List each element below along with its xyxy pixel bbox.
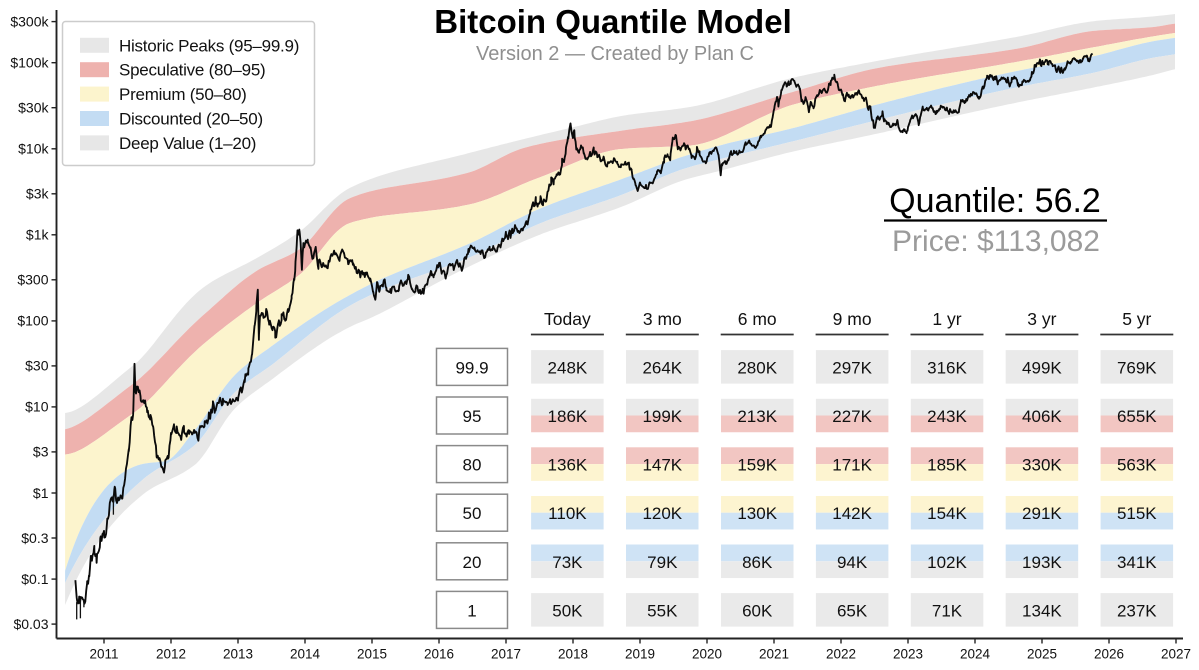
svg-text:406K: 406K <box>1022 407 1062 426</box>
svg-text:Version 2 — Created by Plan C: Version 2 — Created by Plan C <box>476 43 754 65</box>
svg-text:$100: $100 <box>17 313 48 329</box>
svg-text:330K: 330K <box>1022 456 1062 475</box>
svg-text:$300k: $300k <box>10 13 49 29</box>
svg-text:2021: 2021 <box>759 647 789 662</box>
svg-text:2018: 2018 <box>558 647 588 662</box>
svg-text:5 yr: 5 yr <box>1122 309 1151 329</box>
svg-text:2024: 2024 <box>960 647 991 662</box>
svg-text:291K: 291K <box>1022 504 1062 523</box>
svg-text:341K: 341K <box>1117 553 1157 572</box>
svg-text:2025: 2025 <box>1027 647 1057 662</box>
svg-text:Deep Value (1–20): Deep Value (1–20) <box>119 134 256 153</box>
svg-text:2022: 2022 <box>826 647 856 662</box>
svg-text:80: 80 <box>463 456 482 475</box>
svg-text:2019: 2019 <box>625 647 655 662</box>
svg-text:99.9: 99.9 <box>455 358 488 377</box>
svg-text:243K: 243K <box>927 407 967 426</box>
svg-text:213K: 213K <box>737 407 777 426</box>
svg-text:134K: 134K <box>1022 601 1062 620</box>
svg-text:2016: 2016 <box>424 647 454 662</box>
svg-text:$100k: $100k <box>10 55 49 71</box>
svg-text:$10k: $10k <box>18 141 49 157</box>
svg-text:Bitcoin Quantile Model: Bitcoin Quantile Model <box>434 3 792 40</box>
svg-text:Discounted (20–50): Discounted (20–50) <box>119 110 263 129</box>
svg-text:20: 20 <box>463 553 482 572</box>
svg-text:2017: 2017 <box>491 647 521 662</box>
svg-text:$30: $30 <box>25 358 49 374</box>
svg-text:$10: $10 <box>25 399 49 415</box>
svg-text:1: 1 <box>467 601 476 620</box>
svg-text:Speculative (80–95): Speculative (80–95) <box>119 61 265 80</box>
svg-text:655K: 655K <box>1117 407 1157 426</box>
svg-text:2015: 2015 <box>357 647 387 662</box>
svg-text:147K: 147K <box>642 456 682 475</box>
svg-text:50K: 50K <box>552 601 583 620</box>
svg-text:2020: 2020 <box>692 647 722 662</box>
svg-text:2014: 2014 <box>290 647 321 662</box>
svg-text:$1: $1 <box>33 485 49 501</box>
svg-text:$0.1: $0.1 <box>21 571 48 587</box>
svg-text:2011: 2011 <box>89 647 118 662</box>
svg-text:159K: 159K <box>737 456 777 475</box>
svg-text:3 yr: 3 yr <box>1027 309 1056 329</box>
svg-text:316K: 316K <box>927 358 967 377</box>
svg-text:237K: 237K <box>1117 601 1157 620</box>
svg-text:Price: $113,082: Price: $113,082 <box>892 225 1100 258</box>
svg-text:2023: 2023 <box>893 647 923 662</box>
svg-text:Quantile: 56.2: Quantile: 56.2 <box>889 182 1101 220</box>
svg-text:94K: 94K <box>837 553 868 572</box>
svg-text:$1k: $1k <box>26 227 50 243</box>
svg-text:199K: 199K <box>642 407 682 426</box>
svg-text:110K: 110K <box>548 504 587 523</box>
svg-text:142K: 142K <box>832 504 872 523</box>
svg-text:2013: 2013 <box>223 647 253 662</box>
svg-text:130K: 130K <box>737 504 777 523</box>
svg-text:297K: 297K <box>832 358 872 377</box>
svg-text:171K: 171K <box>832 456 872 475</box>
svg-text:154K: 154K <box>927 504 967 523</box>
svg-text:2027: 2027 <box>1161 647 1191 662</box>
svg-text:2026: 2026 <box>1094 647 1124 662</box>
svg-text:Premium (50–80): Premium (50–80) <box>119 85 247 104</box>
svg-text:1 yr: 1 yr <box>932 309 961 329</box>
svg-text:71K: 71K <box>932 601 963 620</box>
svg-text:515K: 515K <box>1117 504 1157 523</box>
svg-text:563K: 563K <box>1117 456 1157 475</box>
svg-text:185K: 185K <box>927 456 967 475</box>
svg-text:264K: 264K <box>642 358 682 377</box>
svg-text:95: 95 <box>463 407 482 426</box>
svg-text:65K: 65K <box>837 601 868 620</box>
svg-text:3 mo: 3 mo <box>643 309 682 329</box>
svg-text:$300: $300 <box>17 272 48 288</box>
svg-text:280K: 280K <box>737 358 777 377</box>
svg-text:73K: 73K <box>552 553 583 572</box>
svg-text:193K: 193K <box>1022 553 1062 572</box>
svg-text:$0.03: $0.03 <box>13 616 48 632</box>
svg-text:102K: 102K <box>927 553 967 572</box>
svg-text:$3k: $3k <box>26 186 50 202</box>
svg-text:$3: $3 <box>33 444 49 460</box>
svg-text:2012: 2012 <box>156 647 186 662</box>
svg-text:499K: 499K <box>1022 358 1062 377</box>
svg-text:Historic Peaks (95–99.9): Historic Peaks (95–99.9) <box>119 36 299 55</box>
svg-text:$0.3: $0.3 <box>21 530 48 546</box>
svg-text:120K: 120K <box>642 504 682 523</box>
svg-text:186K: 186K <box>548 407 588 426</box>
svg-text:6 mo: 6 mo <box>738 309 777 329</box>
svg-text:227K: 227K <box>832 407 872 426</box>
svg-text:769K: 769K <box>1117 358 1157 377</box>
svg-text:86K: 86K <box>742 553 773 572</box>
svg-text:136K: 136K <box>548 456 588 475</box>
svg-text:55K: 55K <box>647 601 678 620</box>
svg-text:9 mo: 9 mo <box>833 309 872 329</box>
svg-text:60K: 60K <box>742 601 773 620</box>
svg-text:79K: 79K <box>647 553 678 572</box>
svg-text:248K: 248K <box>548 358 588 377</box>
svg-text:$30k: $30k <box>18 100 49 116</box>
svg-text:Today: Today <box>544 309 591 329</box>
svg-text:50: 50 <box>463 504 482 523</box>
